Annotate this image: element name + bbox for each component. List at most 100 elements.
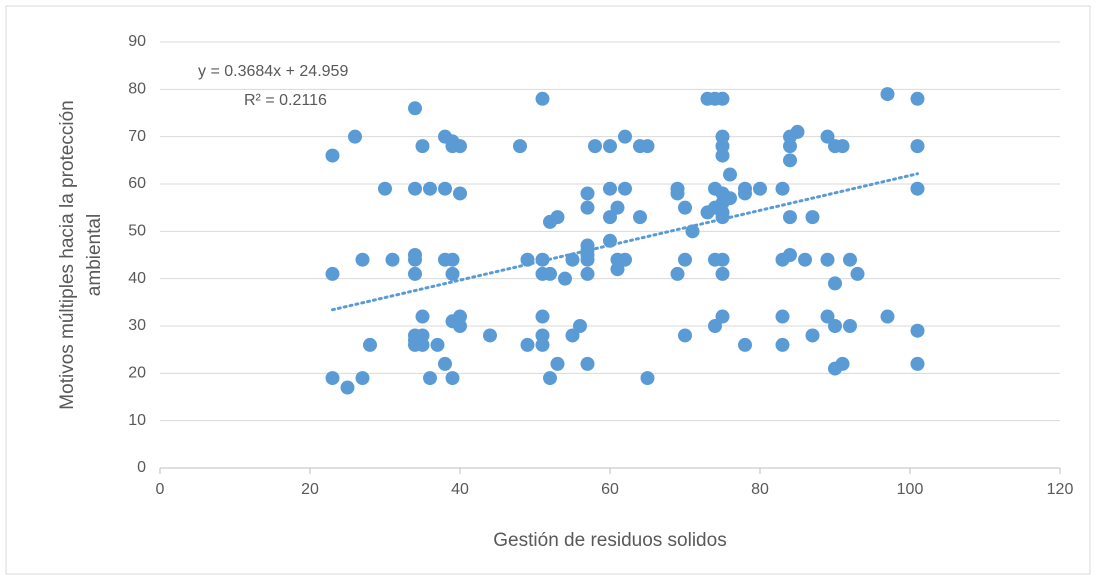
point bbox=[438, 181, 452, 196]
point bbox=[565, 252, 580, 267]
point bbox=[580, 252, 595, 267]
point bbox=[378, 181, 392, 196]
point bbox=[453, 139, 467, 154]
point bbox=[408, 252, 422, 267]
point bbox=[640, 139, 655, 154]
point bbox=[843, 319, 857, 333]
point bbox=[670, 266, 685, 281]
point bbox=[348, 129, 362, 144]
y-tick-label: 0 bbox=[137, 459, 146, 476]
point bbox=[415, 139, 430, 154]
point bbox=[550, 356, 565, 371]
point bbox=[775, 309, 790, 324]
x-tick-label: 60 bbox=[601, 481, 619, 498]
x-tick-label: 100 bbox=[897, 481, 924, 498]
point bbox=[708, 319, 722, 333]
point bbox=[715, 91, 730, 106]
x-tick-label: 0 bbox=[156, 481, 165, 498]
point bbox=[423, 371, 437, 386]
point bbox=[453, 186, 467, 201]
point bbox=[678, 200, 692, 215]
x-tick-label: 40 bbox=[451, 481, 469, 498]
point bbox=[565, 328, 580, 343]
point bbox=[843, 252, 857, 267]
point bbox=[738, 337, 752, 352]
y-axis-title-line: Motivos múltiples hacia la protección bbox=[57, 100, 78, 409]
x-axis-title: Gestión de residuos solidos bbox=[493, 530, 726, 551]
point bbox=[783, 248, 797, 262]
point bbox=[910, 323, 925, 338]
point bbox=[715, 309, 730, 324]
point bbox=[775, 337, 790, 352]
point bbox=[408, 266, 422, 281]
y-tick-label: 10 bbox=[128, 412, 146, 429]
point bbox=[520, 337, 535, 352]
point bbox=[603, 181, 617, 196]
point bbox=[340, 380, 355, 395]
point bbox=[775, 181, 790, 196]
point bbox=[363, 337, 377, 352]
point bbox=[828, 276, 842, 291]
point bbox=[408, 101, 422, 116]
point bbox=[423, 181, 437, 196]
point bbox=[723, 191, 737, 206]
point bbox=[385, 252, 400, 267]
point bbox=[535, 309, 550, 324]
point bbox=[783, 210, 797, 225]
point bbox=[820, 309, 835, 324]
point bbox=[430, 337, 445, 352]
point bbox=[580, 186, 595, 201]
point bbox=[723, 167, 737, 182]
point bbox=[580, 266, 595, 281]
point bbox=[828, 319, 842, 333]
point bbox=[715, 148, 730, 163]
point bbox=[715, 210, 730, 225]
point bbox=[610, 200, 625, 215]
y-tick-label: 60 bbox=[128, 175, 146, 192]
y-axis-title-line: ambiental bbox=[84, 214, 105, 296]
point bbox=[453, 319, 467, 333]
point bbox=[835, 356, 850, 371]
point bbox=[738, 186, 752, 201]
point bbox=[910, 181, 925, 196]
point bbox=[783, 139, 797, 154]
point bbox=[618, 252, 632, 267]
y-axis-title: Motivos múltiples hacia la protección am… bbox=[57, 100, 105, 409]
point bbox=[535, 337, 550, 352]
point bbox=[355, 252, 370, 267]
point bbox=[408, 181, 422, 196]
point bbox=[535, 91, 550, 106]
point bbox=[355, 371, 370, 386]
point bbox=[580, 356, 595, 371]
point bbox=[618, 181, 632, 196]
point bbox=[325, 148, 340, 163]
point bbox=[850, 266, 865, 281]
x-tick-label: 120 bbox=[1047, 481, 1074, 498]
point bbox=[603, 210, 617, 225]
y-tick-label: 50 bbox=[128, 223, 146, 240]
point bbox=[678, 252, 692, 267]
y-tick-label: 80 bbox=[128, 81, 146, 98]
point bbox=[670, 186, 685, 201]
point bbox=[513, 139, 527, 154]
point bbox=[678, 328, 692, 343]
point bbox=[820, 129, 835, 144]
point bbox=[715, 266, 730, 281]
point bbox=[543, 266, 557, 281]
point bbox=[580, 200, 595, 215]
point bbox=[880, 309, 895, 324]
point bbox=[910, 356, 925, 371]
point bbox=[835, 139, 850, 154]
point bbox=[550, 210, 565, 225]
point bbox=[415, 309, 430, 324]
point bbox=[753, 181, 767, 196]
point bbox=[618, 129, 632, 144]
point bbox=[910, 139, 925, 154]
point bbox=[715, 252, 730, 267]
point bbox=[543, 371, 557, 386]
point bbox=[603, 139, 617, 154]
x-tick-label: 20 bbox=[301, 481, 319, 498]
point bbox=[910, 91, 925, 106]
point bbox=[325, 266, 340, 281]
